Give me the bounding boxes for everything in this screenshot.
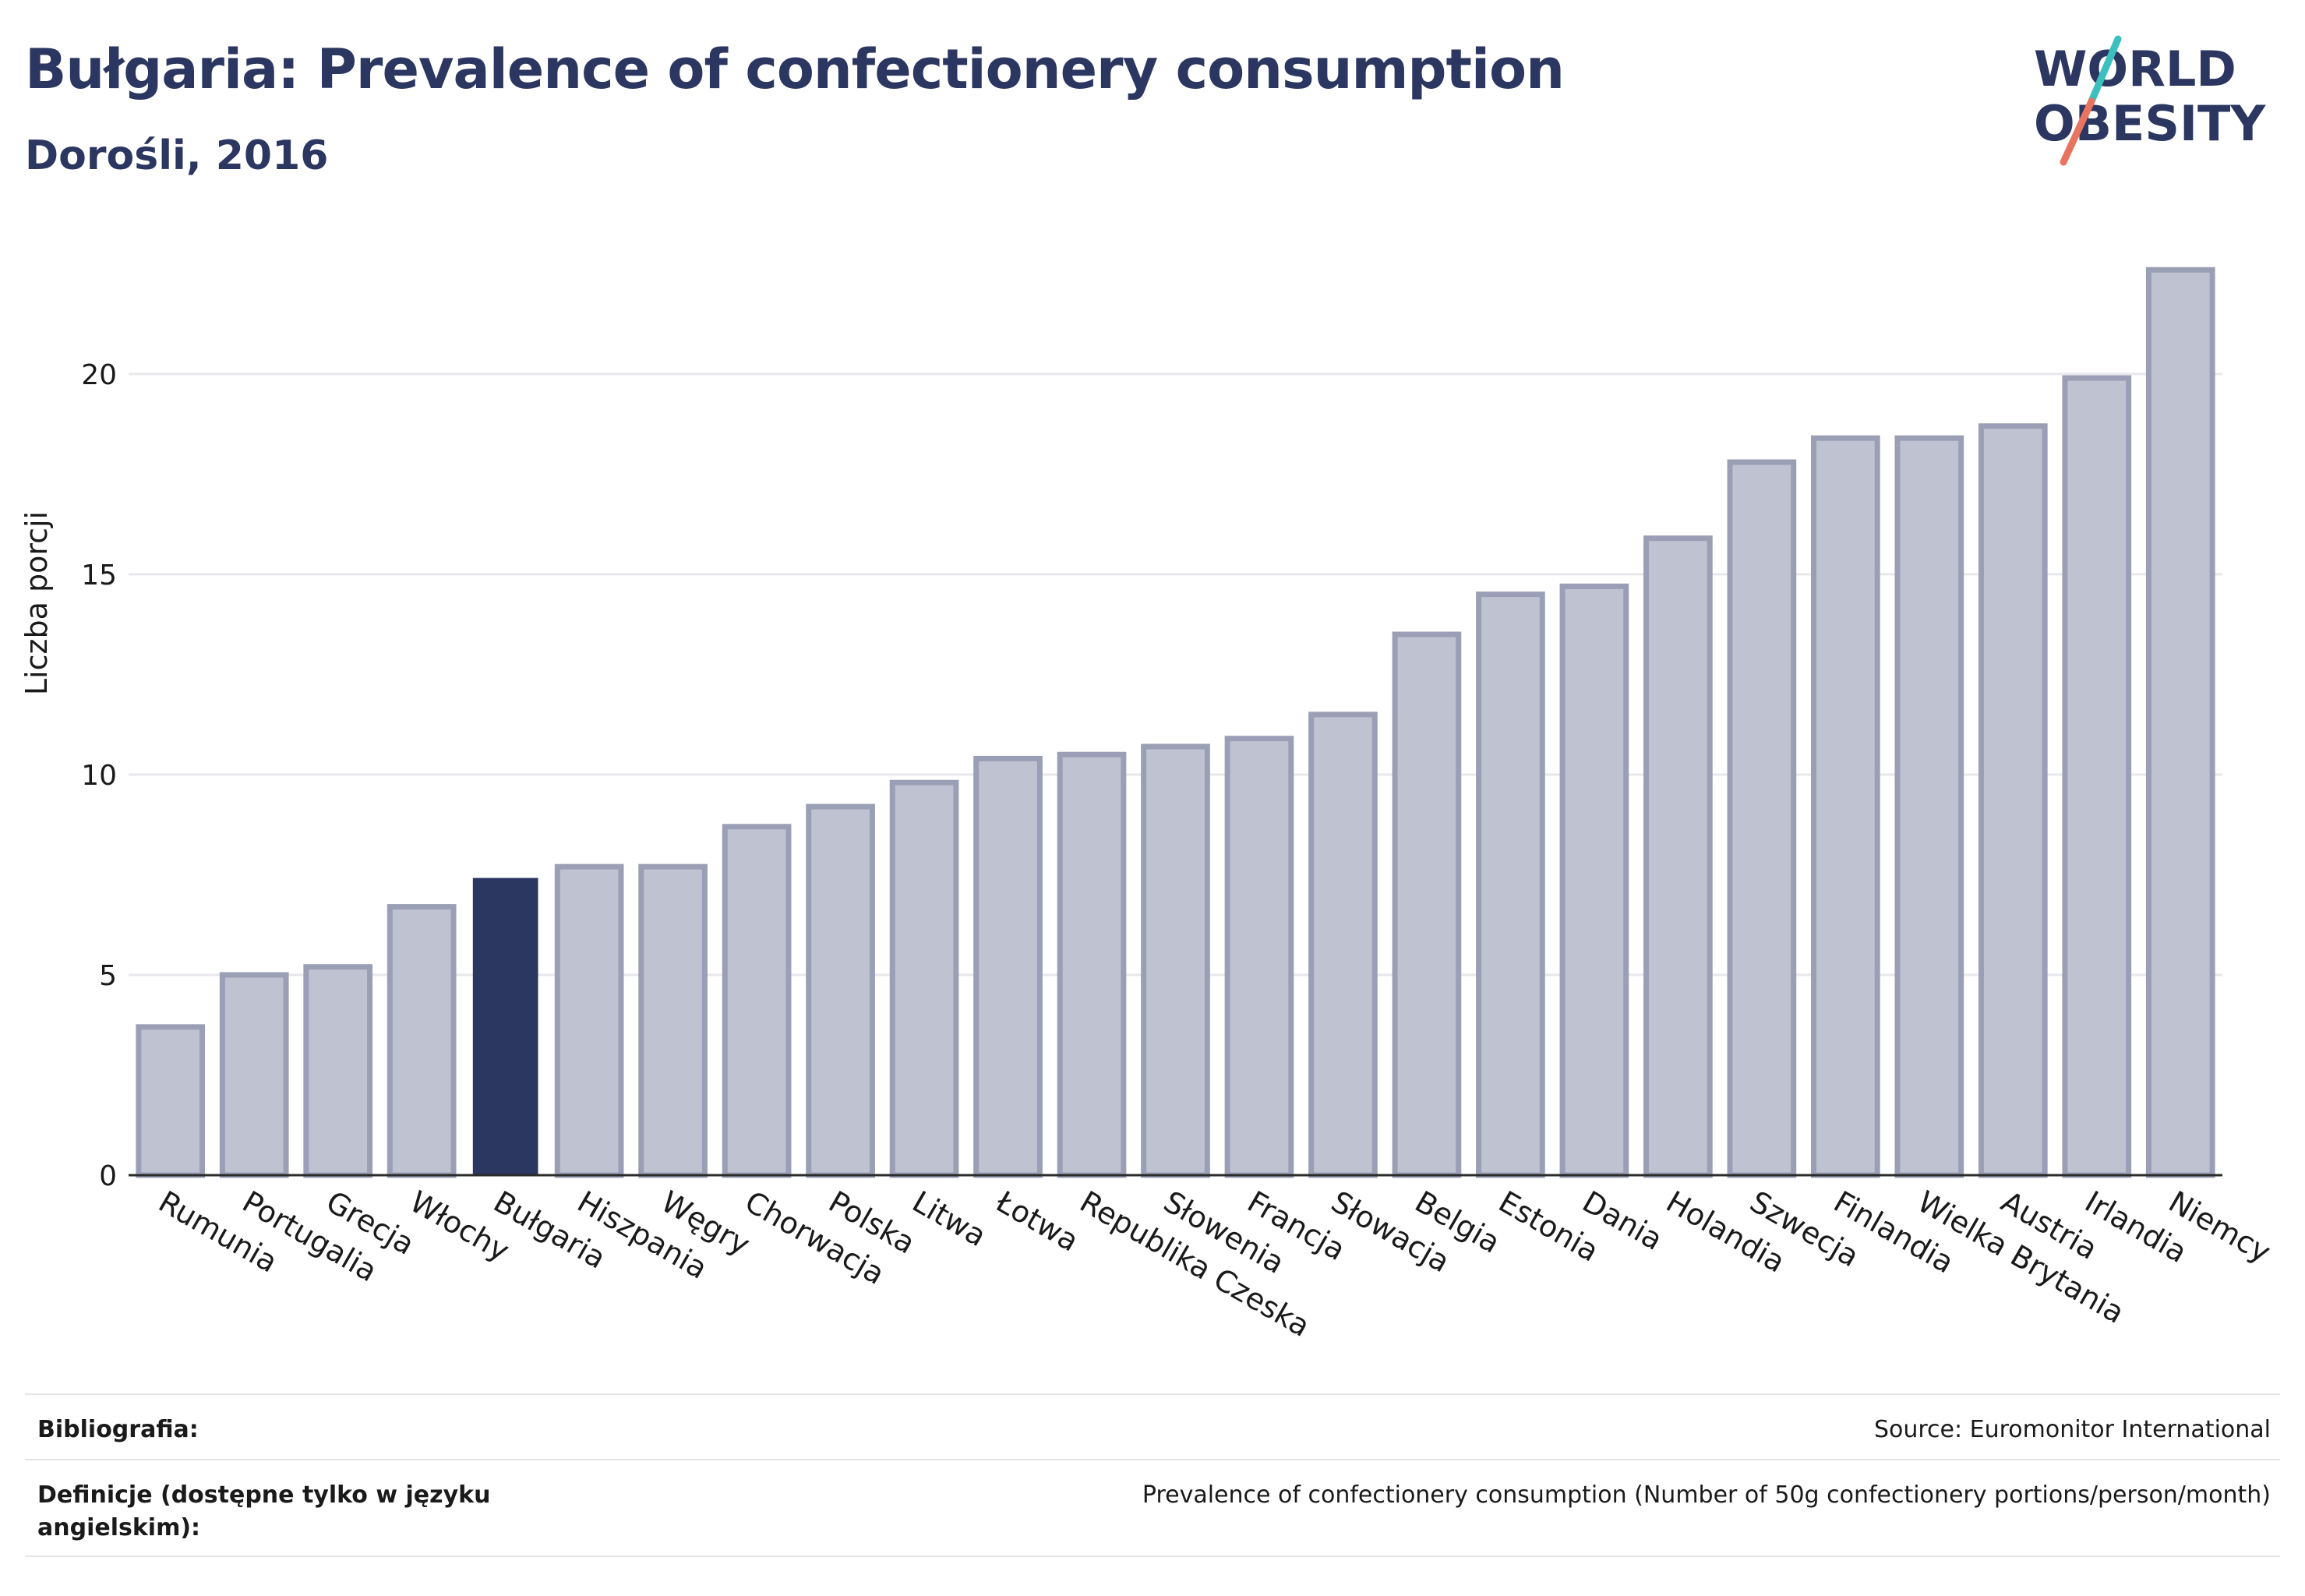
bar-12[interactable] (1141, 743, 1210, 1178)
bar-20[interactable] (1810, 435, 1880, 1178)
bibliography-value: Source: Euromonitor International (1873, 1416, 2271, 1443)
bar-16[interactable] (1476, 591, 1545, 1178)
logo-slash-coral (2060, 97, 2095, 166)
bar-0[interactable] (136, 1024, 206, 1178)
bar-4[interactable] (472, 877, 538, 1176)
bar-1[interactable] (219, 972, 289, 1178)
y-tick-label: 20 (81, 359, 117, 391)
bar-chart: 05101520RumuniaPortugaliaGrecjaWłochyBuł… (19, 267, 2276, 1344)
bar-11[interactable] (1057, 751, 1127, 1178)
bar-layer (136, 267, 2215, 1178)
bar-14[interactable] (1308, 711, 1378, 1178)
y-tick-label: 10 (81, 760, 117, 792)
logo-slash-teal (2088, 35, 2122, 105)
x-tick-label: Litwa (907, 1185, 992, 1254)
x-tick-label: Łotwa (990, 1184, 1084, 1259)
footer-bottom-rule (25, 1555, 2280, 1557)
bar-6[interactable] (638, 863, 708, 1178)
definitions-value: Prevalence of confectionery consumption … (1142, 1481, 2271, 1509)
y-tick-label: 15 (81, 560, 117, 591)
bar-2[interactable] (303, 964, 373, 1178)
bibliography-label: Bibliografia: (37, 1416, 199, 1443)
world-obesity-logo: WORLD OBESITY (2034, 35, 2266, 166)
bar-5[interactable] (554, 863, 624, 1178)
bar-13[interactable] (1224, 736, 1294, 1178)
bar-22[interactable] (1978, 423, 2048, 1178)
y-tick-label: 0 (99, 1160, 117, 1192)
bar-23[interactable] (2062, 375, 2132, 1178)
bar-15[interactable] (1392, 631, 1462, 1178)
bar-17[interactable] (1559, 583, 1629, 1178)
bar-8[interactable] (806, 803, 875, 1178)
y-axis-label: Liczba porcji (19, 511, 54, 695)
logo-text-world: WORLD (2034, 41, 2236, 97)
bar-18[interactable] (1643, 535, 1713, 1178)
chart-subtitle: Dorośli, 2016 (25, 132, 329, 179)
bar-7[interactable] (722, 824, 792, 1178)
footer-middle-rule (25, 1459, 2280, 1460)
footer-top-rule (25, 1393, 2280, 1395)
definitions-label: Definicje (dostępne tylko w języku angie… (37, 1481, 491, 1541)
bar-19[interactable] (1727, 459, 1797, 1178)
bar-3[interactable] (387, 904, 457, 1178)
bar-9[interactable] (889, 779, 959, 1178)
y-tick-label: 5 (99, 960, 117, 992)
bar-24[interactable] (2145, 267, 2215, 1178)
bar-21[interactable] (1894, 435, 1964, 1178)
bar-10[interactable] (973, 755, 1043, 1178)
chart-title: Bułgaria: Prevalence of confectionery co… (25, 37, 1565, 101)
